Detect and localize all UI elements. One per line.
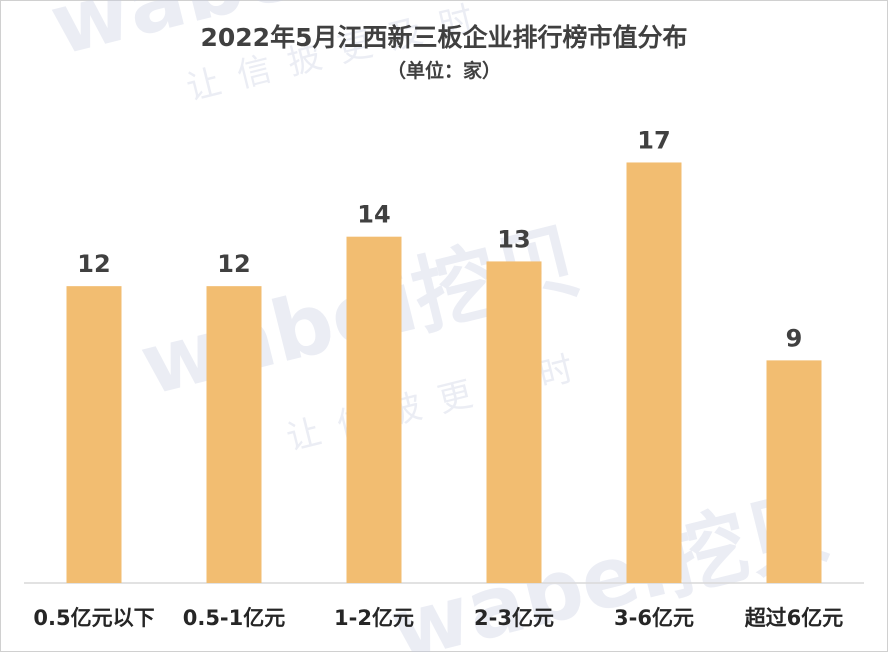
- data-label: 12: [217, 250, 250, 278]
- data-label: 14: [357, 201, 390, 229]
- bar: [66, 286, 122, 583]
- bar: [346, 236, 402, 583]
- category-label: 超过6亿元: [745, 606, 844, 630]
- bar: [766, 360, 822, 583]
- data-label: 9: [786, 324, 803, 352]
- data-label: 13: [497, 225, 530, 253]
- category-label: 3-6亿元: [614, 606, 694, 630]
- category-label: 2-3亿元: [474, 606, 554, 630]
- chart-title: 2022年5月江西新三板企业排行榜市值分布: [200, 23, 688, 52]
- data-label: 17: [637, 126, 670, 154]
- category-label: 0.5亿元以下: [33, 606, 154, 630]
- category-label: 0.5-1亿元: [183, 606, 286, 630]
- bar: [206, 286, 262, 583]
- chart-subtitle: （单位：家）: [386, 60, 501, 82]
- category-label: 1-2亿元: [334, 606, 414, 630]
- bar: [486, 261, 542, 583]
- data-label: 12: [77, 250, 110, 278]
- bar: [626, 162, 682, 583]
